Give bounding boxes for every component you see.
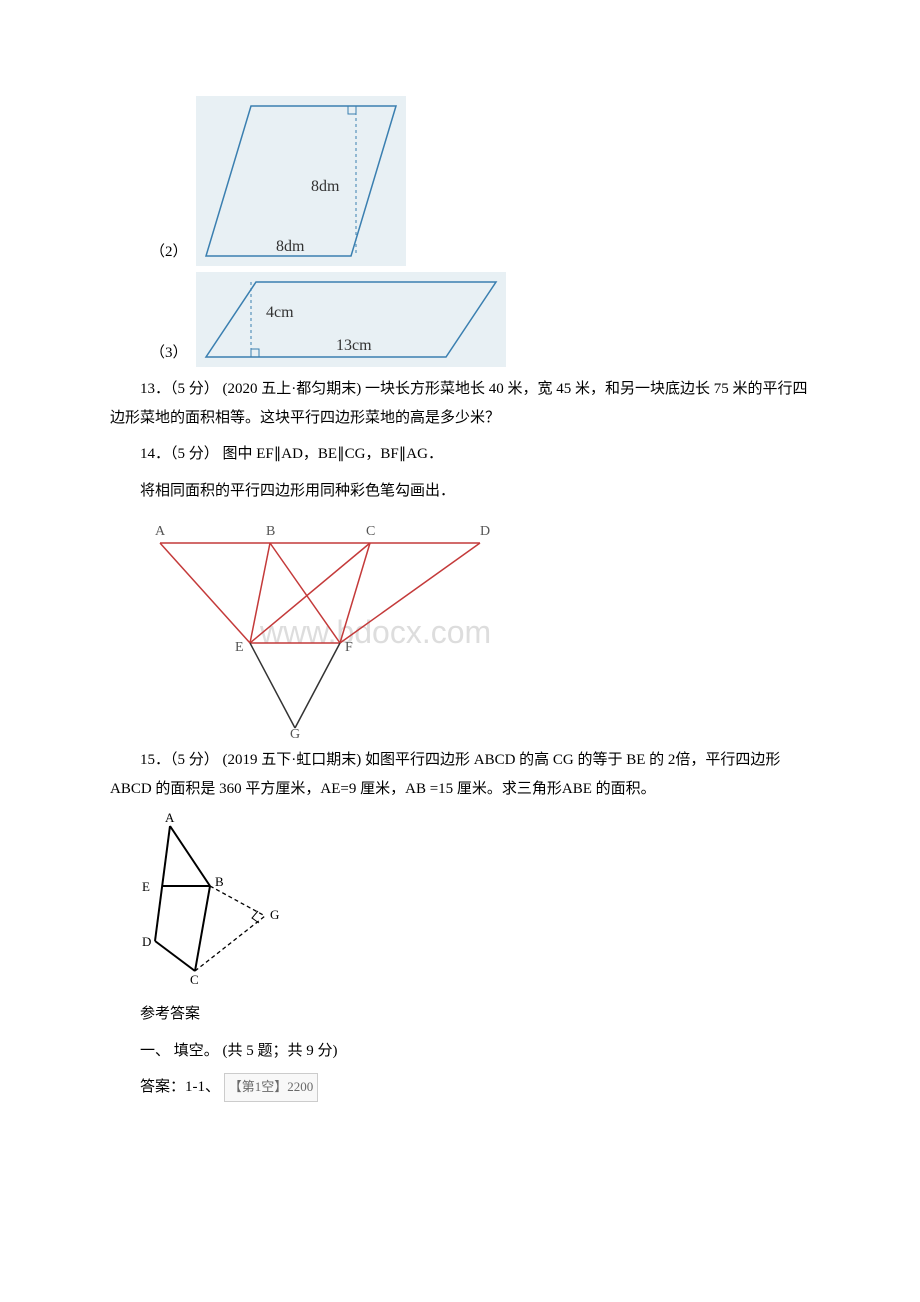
svg-text:E: E bbox=[142, 879, 150, 894]
svg-text:G: G bbox=[290, 727, 300, 738]
svg-text:D: D bbox=[142, 934, 151, 949]
svg-text:B: B bbox=[266, 524, 275, 539]
diagram-2-row: （2） 8dm 8dm bbox=[150, 96, 810, 266]
svg-text:E: E bbox=[235, 640, 244, 655]
svg-text:A: A bbox=[165, 811, 175, 825]
q14-diagram-wrapper: www.bdocx.com A B C D E F G bbox=[140, 513, 810, 738]
diagram-3-row: （3） 4cm 13cm bbox=[150, 272, 810, 367]
diagram-3-svg: 4cm 13cm bbox=[196, 272, 506, 367]
svg-text:F: F bbox=[345, 640, 353, 655]
q13-text: 13．（5 分） (2020 五上·都匀期末) 一块长方形菜地长 40 米，宽 … bbox=[110, 375, 810, 432]
diagram-3-label: （3） bbox=[150, 339, 188, 368]
svg-text:D: D bbox=[480, 524, 490, 539]
svg-text:G: G bbox=[270, 907, 279, 922]
svg-text:13cm: 13cm bbox=[336, 337, 372, 354]
answers-section: 一、 填空。 (共 5 题；共 9 分) bbox=[140, 1037, 810, 1066]
answers-row1: 答案：1-1、 【第1空】2200 bbox=[140, 1073, 810, 1102]
q14-line1: 14．（5 分） 图中 EF∥AD，BE∥CG，BF∥AG． bbox=[110, 440, 810, 469]
q15-diagram-svg: A E D B C G bbox=[140, 811, 310, 986]
svg-text:B: B bbox=[215, 874, 224, 889]
diagram-2-label: （2） bbox=[150, 238, 188, 267]
q15-diagram-wrapper: A E D B C G bbox=[140, 811, 810, 986]
q14-diagram-svg: www.bdocx.com A B C D E F G bbox=[140, 513, 520, 738]
q15-line1: 15．（5 分） (2019 五下·虹口期末) 如图平行四边形 ABCD 的高 … bbox=[110, 746, 810, 803]
svg-text:A: A bbox=[155, 524, 166, 539]
diagram-2-wrapper: （2） 8dm 8dm bbox=[150, 96, 810, 266]
answers-heading: 参考答案 bbox=[140, 1000, 810, 1029]
svg-text:C: C bbox=[366, 524, 375, 539]
svg-text:8dm: 8dm bbox=[276, 238, 305, 255]
svg-text:www.bdocx.com: www.bdocx.com bbox=[259, 614, 491, 650]
q14-line2: 将相同面积的平行四边形用同种彩色笔勾画出． bbox=[140, 477, 810, 506]
diagram-2-svg: 8dm 8dm bbox=[196, 96, 406, 266]
svg-text:4cm: 4cm bbox=[266, 304, 294, 321]
diagram-3-wrapper: （3） 4cm 13cm bbox=[150, 272, 810, 367]
answers-row1-label: 答案：1-1、 bbox=[140, 1079, 220, 1095]
answers-row1-value: 【第1空】2200 bbox=[224, 1073, 319, 1102]
svg-text:8dm: 8dm bbox=[311, 178, 340, 195]
svg-text:C: C bbox=[190, 972, 199, 986]
